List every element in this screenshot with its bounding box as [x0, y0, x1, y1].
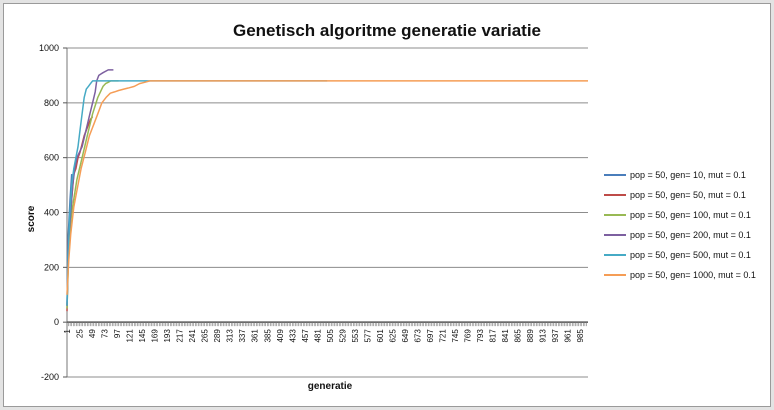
- y-axis-ticks: -200 0 200 400 600 800 1000: [39, 43, 67, 382]
- x-tick-label: 313: [226, 329, 235, 343]
- x-axis-label: generatie: [308, 381, 353, 392]
- legend-label-3: pop = 50, gen= 100, mut = 0.1: [630, 210, 751, 220]
- x-tick-label: 937: [551, 329, 560, 343]
- y-tick-label: 600: [44, 153, 59, 163]
- x-tick-label: 985: [576, 329, 585, 343]
- series-line-3: [66, 80, 119, 309]
- x-tick-label: 841: [501, 329, 510, 343]
- x-tick-label: 73: [101, 329, 110, 338]
- x-tick-label: 721: [438, 329, 447, 343]
- x-axis-ticks: 1 25 49 73 97 121 145 169 193 217 241 265 289 313 337 3…: [63, 322, 587, 343]
- chart-frame: Genetisch algoritme generatie variatie -…: [3, 3, 771, 407]
- y-tick-label: -200: [41, 372, 59, 382]
- x-tick-label: 625: [388, 329, 397, 343]
- x-tick-label: 97: [113, 329, 122, 338]
- x-tick-label: 265: [201, 329, 210, 343]
- legend: pop = 50, gen= 10, mut = 0.1 pop = 50, ge…: [604, 170, 756, 280]
- legend-label-5: pop = 50, gen= 500, mut = 0.1: [630, 250, 751, 260]
- legend-label-4: pop = 50, gen= 200, mut = 0.1: [630, 230, 751, 240]
- x-tick-label: 457: [301, 329, 310, 343]
- x-tick-label: 697: [426, 329, 435, 343]
- series-line-6: [66, 80, 588, 295]
- x-tick-label: 217: [176, 329, 185, 343]
- x-tick-label: 673: [413, 329, 422, 343]
- y-tick-label: 400: [44, 208, 59, 218]
- chart: Genetisch algoritme generatie variatie -…: [26, 21, 756, 392]
- x-tick-label: 601: [376, 329, 385, 343]
- chart-title: Genetisch algoritme generatie variatie: [233, 21, 541, 40]
- x-tick-label: 961: [564, 329, 573, 343]
- x-tick-label: 193: [163, 329, 172, 343]
- x-tick-label: 577: [363, 329, 372, 343]
- x-tick-label: 817: [489, 329, 498, 343]
- x-tick-label: 169: [151, 329, 160, 343]
- x-tick-label: 505: [326, 329, 335, 343]
- y-axis-label: score: [26, 205, 37, 232]
- x-tick-label: 1: [63, 329, 72, 334]
- x-tick-label: 409: [276, 329, 285, 343]
- y-tick-label: 1000: [39, 43, 59, 53]
- y-tick-label: 0: [54, 317, 59, 327]
- x-tick-label: 481: [313, 329, 322, 343]
- x-tick-label: 433: [288, 329, 297, 343]
- y-tick-label: 200: [44, 262, 59, 272]
- x-tick-label: 889: [526, 329, 535, 343]
- x-tick-label: 769: [464, 329, 473, 343]
- x-tick-label: 649: [401, 329, 410, 343]
- x-tick-label: 745: [451, 329, 460, 343]
- series-line-5: [66, 80, 328, 306]
- x-tick-label: 241: [188, 329, 197, 343]
- x-tick-label: 337: [238, 329, 247, 343]
- legend-label-1: pop = 50, gen= 10, mut = 0.1: [630, 170, 746, 180]
- x-tick-label: 25: [76, 329, 85, 338]
- x-tick-label: 865: [514, 329, 523, 343]
- x-tick-label: 145: [138, 329, 147, 343]
- x-tick-label: 913: [539, 329, 548, 343]
- x-tick-label: 49: [88, 329, 97, 338]
- legend-label-6: pop = 50, gen= 1000, mut = 0.1: [630, 270, 756, 280]
- legend-label-2: pop = 50, gen= 50, mut = 0.1: [630, 190, 746, 200]
- x-tick-label: 793: [476, 329, 485, 343]
- x-tick-label: 121: [126, 329, 135, 343]
- series-lines: [66, 69, 588, 312]
- x-tick-label: 385: [263, 329, 272, 343]
- gridlines: [67, 47, 588, 378]
- x-tick-label: 553: [351, 329, 360, 343]
- x-tick-label: 361: [251, 329, 260, 343]
- y-tick-label: 800: [44, 98, 59, 108]
- series-line-4: [66, 69, 114, 306]
- x-tick-label: 289: [213, 329, 222, 343]
- x-tick-label: 529: [338, 329, 347, 343]
